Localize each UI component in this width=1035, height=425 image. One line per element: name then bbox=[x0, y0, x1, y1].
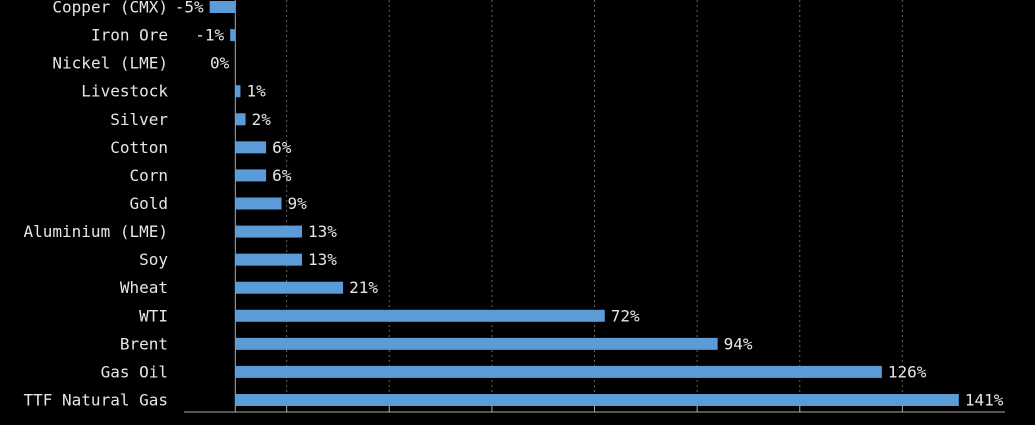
bar bbox=[235, 309, 605, 322]
value-label: 141% bbox=[965, 391, 1004, 410]
bar bbox=[235, 337, 718, 350]
value-label: 126% bbox=[888, 362, 927, 381]
bar bbox=[235, 253, 303, 266]
bar bbox=[235, 169, 267, 182]
value-label: 6% bbox=[272, 166, 292, 185]
bar bbox=[235, 225, 303, 238]
value-label: 6% bbox=[272, 138, 292, 157]
y-tick-label: Corn bbox=[129, 166, 168, 185]
y-tick-label: Wheat bbox=[120, 278, 168, 297]
value-label: 94% bbox=[724, 334, 753, 353]
bar bbox=[235, 85, 241, 98]
y-tick-label: TTF Natural Gas bbox=[24, 391, 169, 410]
bar bbox=[209, 1, 236, 13]
value-label: 9% bbox=[287, 194, 307, 213]
value-label: 13% bbox=[308, 250, 337, 269]
y-tick-label: Gold bbox=[129, 194, 168, 213]
y-tick-label: Copper (CMX) bbox=[52, 0, 168, 17]
bar bbox=[235, 394, 959, 406]
bar bbox=[230, 29, 236, 42]
bar bbox=[235, 141, 267, 154]
y-tick-label: Brent bbox=[120, 334, 168, 353]
y-tick-label: Gas Oil bbox=[101, 362, 168, 381]
bar bbox=[235, 113, 246, 126]
y-tick-label: Nickel (LME) bbox=[52, 54, 168, 73]
bar bbox=[235, 197, 282, 210]
value-label: 72% bbox=[611, 306, 640, 325]
value-label: 2% bbox=[252, 110, 272, 129]
y-tick-label: Silver bbox=[110, 110, 168, 129]
y-tick-label: Soy bbox=[139, 250, 168, 269]
value-label: 0% bbox=[210, 54, 230, 73]
y-tick-label: Aluminium (LME) bbox=[24, 222, 169, 241]
y-tick-label: WTI bbox=[139, 306, 168, 325]
value-label: 1% bbox=[246, 82, 266, 101]
value-label: 13% bbox=[308, 222, 337, 241]
bar bbox=[235, 281, 344, 294]
y-tick-label: Iron Ore bbox=[91, 26, 168, 45]
value-label: -5% bbox=[175, 0, 204, 17]
value-label: 21% bbox=[349, 278, 378, 297]
value-label: -1% bbox=[195, 26, 224, 45]
y-tick-label: Livestock bbox=[81, 82, 168, 101]
y-tick-label: Cotton bbox=[110, 138, 168, 157]
bar bbox=[235, 365, 882, 378]
